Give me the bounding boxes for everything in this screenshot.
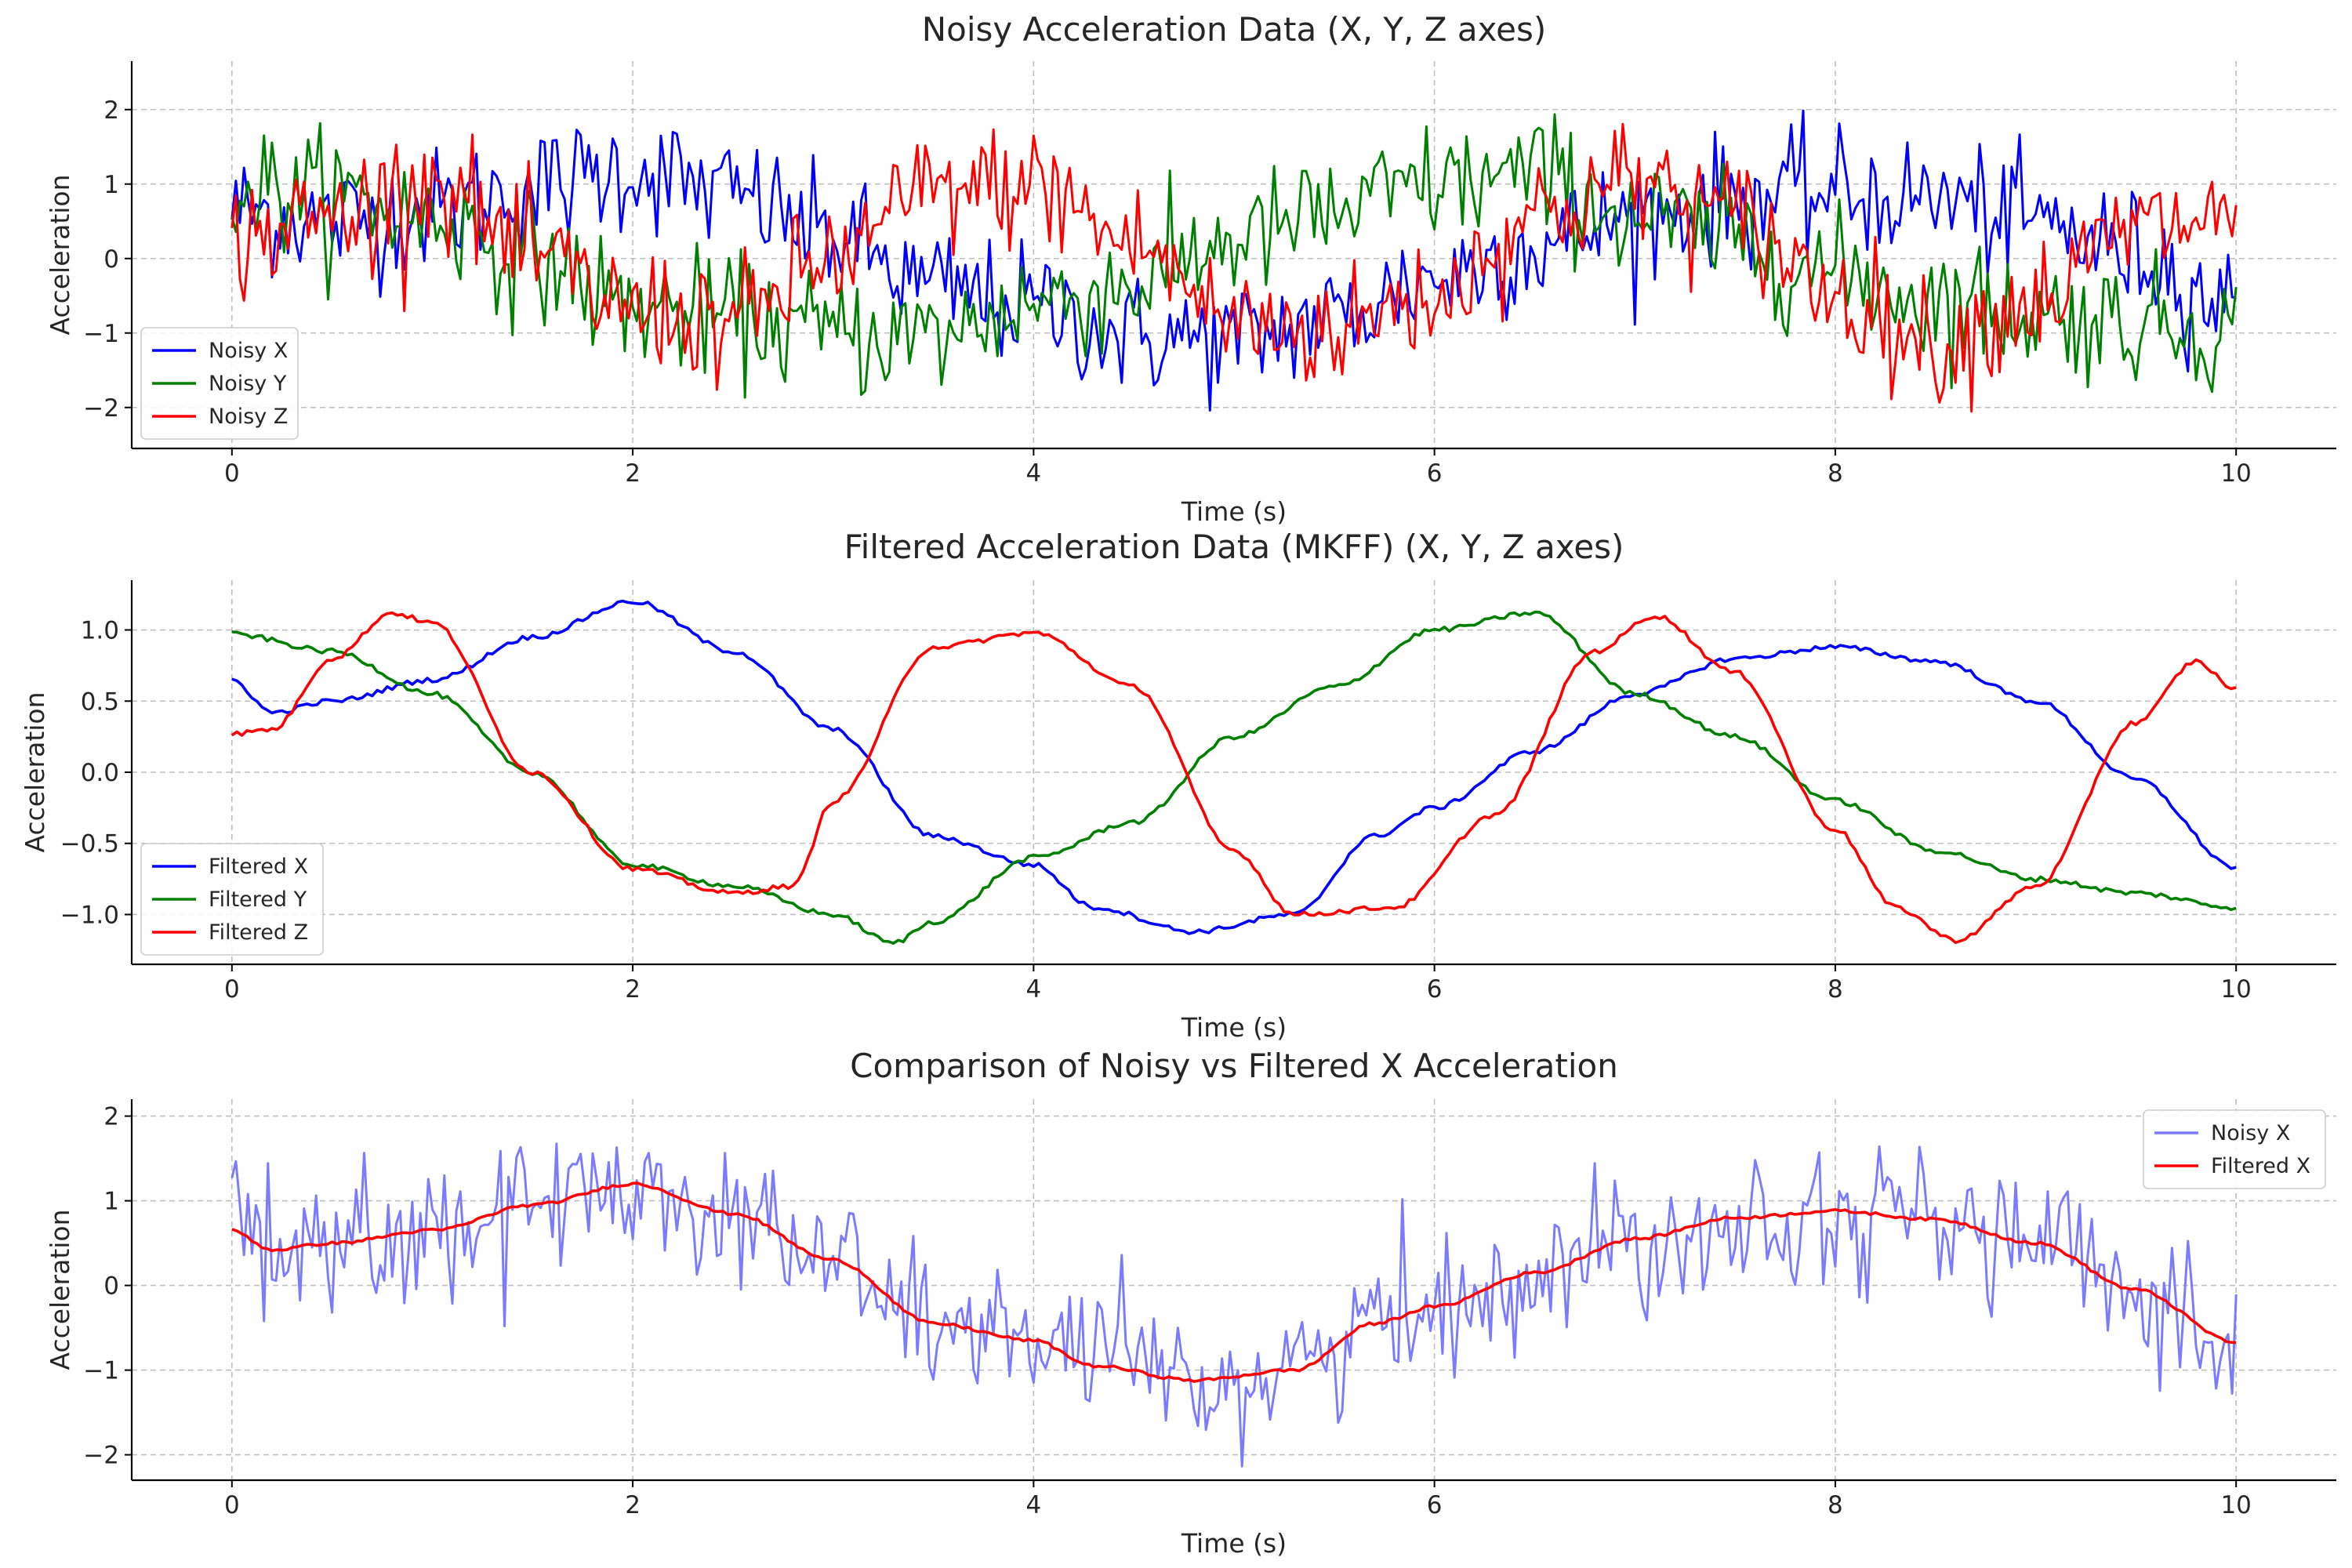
series-group xyxy=(230,599,2237,945)
chart-1: Noisy Acceleration Data (X, Y, Z axes) 0 2… xyxy=(45,10,2336,527)
legend-box xyxy=(2143,1109,2326,1189)
y-tick-label: 0.0 xyxy=(81,759,119,787)
legend-label: Filtered X xyxy=(2211,1154,2310,1178)
legend: Filtered X Filtered Y Filtered Z xyxy=(140,843,324,956)
x-tick-label: 4 xyxy=(1025,459,1041,488)
legend-label: Noisy Y xyxy=(209,372,287,396)
legend-label: Filtered Y xyxy=(209,887,307,912)
legend: Noisy X Filtered X xyxy=(2143,1109,2326,1189)
y-tick-label: 1 xyxy=(103,1188,119,1216)
legend: Noisy X Noisy Y Noisy Z xyxy=(140,327,299,440)
series-group xyxy=(230,109,2238,413)
x-axis-label: Time (s) xyxy=(1181,1012,1287,1043)
x-axis-label: Time (s) xyxy=(1181,496,1287,527)
x-tick-label: 6 xyxy=(1427,1491,1443,1519)
y-axis-label: Acceleration xyxy=(45,1209,75,1370)
x-tick-label: 6 xyxy=(1427,975,1443,1004)
legend-label: Noisy X xyxy=(2211,1121,2290,1145)
y-tick-label: −1 xyxy=(83,320,119,348)
y-tick-label: 0.5 xyxy=(81,688,119,716)
chart-title: Comparison of Noisy vs Filtered X Accele… xyxy=(850,1047,1618,1085)
chart-title: Filtered Acceleration Data (MKFF) (X, Y,… xyxy=(844,528,1624,566)
series-line-filtered-z xyxy=(230,611,2237,945)
x-tick-label: 0 xyxy=(224,1491,240,1519)
x-tick-label: 8 xyxy=(1828,459,1843,488)
y-tick-label: −1 xyxy=(83,1357,119,1385)
x-tick-label: 4 xyxy=(1025,1491,1041,1519)
y-tick-label: −0.5 xyxy=(60,830,119,858)
legend-label: Filtered X xyxy=(209,855,308,879)
y-tick-label: −2 xyxy=(83,1442,119,1470)
x-tick-label: 6 xyxy=(1427,459,1443,488)
series-line-noisy-z xyxy=(230,122,2238,413)
x-tick-label: 10 xyxy=(2220,459,2251,488)
chart-3: Comparison of Noisy vs Filtered X Accele… xyxy=(45,1047,2336,1559)
x-tick-label: 0 xyxy=(224,975,240,1004)
series-line-noisy-x xyxy=(230,109,2237,412)
series-group xyxy=(230,1142,2238,1468)
x-tick-label: 8 xyxy=(1828,1491,1843,1519)
x-tick-label: 2 xyxy=(625,459,641,488)
y-tick-label: 1 xyxy=(103,171,119,199)
y-tick-label: 0 xyxy=(103,245,119,274)
legend-box xyxy=(140,327,299,440)
series-line-filtered-x xyxy=(231,1181,2237,1383)
series-line-noisy-y xyxy=(230,113,2238,399)
x-tick-label: 0 xyxy=(224,459,240,488)
y-tick-label: 2 xyxy=(103,1103,119,1131)
legend-label: Noisy X xyxy=(209,339,288,363)
legend-label: Filtered Z xyxy=(209,920,308,945)
x-tick-label: 4 xyxy=(1025,975,1041,1004)
x-tick-label: 2 xyxy=(625,975,641,1004)
x-axis-label: Time (s) xyxy=(1181,1528,1287,1559)
legend-box xyxy=(140,843,324,956)
y-tick-label: 0 xyxy=(103,1272,119,1301)
x-tick-label: 10 xyxy=(2220,1491,2251,1519)
y-tick-label: −1.0 xyxy=(60,901,119,929)
chart-title: Noisy Acceleration Data (X, Y, Z axes) xyxy=(922,10,1547,49)
y-tick-label: 1.0 xyxy=(81,617,119,645)
y-tick-label: −2 xyxy=(83,394,119,423)
chart-2: Filtered Acceleration Data (MKFF) (X, Y,… xyxy=(20,528,2336,1043)
y-tick-label: 2 xyxy=(103,96,119,125)
series-line-noisy-x xyxy=(230,1142,2238,1468)
x-tick-label: 10 xyxy=(2220,975,2251,1004)
y-axis-label: Acceleration xyxy=(20,691,50,852)
y-axis-label: Acceleration xyxy=(45,174,75,335)
x-tick-label: 2 xyxy=(625,1491,641,1519)
series-line-filtered-x xyxy=(231,599,2237,935)
x-tick-label: 8 xyxy=(1828,975,1843,1004)
legend-label: Noisy Z xyxy=(209,405,288,429)
